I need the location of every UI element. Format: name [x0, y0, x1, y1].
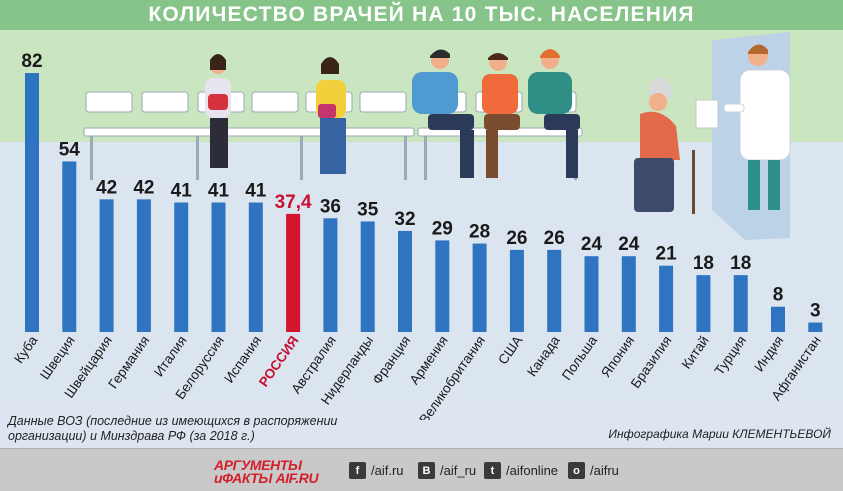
bar-1	[25, 73, 39, 332]
bar-21	[771, 306, 785, 332]
source-note: Данные ВОЗ (последние из имеющихся в рас…	[8, 414, 338, 443]
value-label-21: 8	[773, 285, 784, 306]
logo-line-1: АРГУМЕНТЫ	[214, 457, 302, 473]
doctor	[723, 44, 791, 210]
bar-11	[398, 230, 412, 332]
bar-5	[174, 202, 189, 332]
odnoklassniki-icon: о	[568, 462, 585, 479]
category-label-15: Канада	[524, 333, 563, 379]
social-odnoklassniki[interactable]: о /aifru	[568, 462, 619, 479]
value-label-19: 18	[693, 253, 714, 274]
value-label-13: 28	[469, 222, 490, 243]
bar-17	[621, 256, 636, 332]
category-label-5: Италия	[151, 333, 190, 379]
patient-man-blue	[412, 49, 474, 178]
bar-12	[435, 240, 450, 332]
category-label-13: Великобритания	[416, 333, 488, 420]
category-label-14: США	[495, 333, 525, 367]
value-label-6: 41	[208, 181, 230, 202]
value-label-11: 32	[394, 209, 415, 230]
value-label-15: 26	[544, 228, 565, 249]
patient-woman-yellow	[316, 57, 346, 174]
bar-18	[659, 265, 674, 332]
vk-icon: В	[418, 462, 435, 479]
bar-6	[211, 202, 226, 332]
category-label-2: Швеция	[37, 333, 78, 382]
bar-chart: 82Куба54Швеция42Швейцария42Германия41Ита…	[11, 32, 824, 420]
value-label-18: 21	[656, 244, 678, 265]
bar-19	[696, 275, 711, 332]
social-handle: /aifru	[590, 463, 619, 478]
value-label-12: 29	[432, 218, 453, 239]
social-facebook[interactable]: f /aif.ru	[349, 462, 404, 479]
bar-10	[360, 221, 375, 332]
waiting-room-illustration	[83, 32, 791, 240]
bar-13	[472, 243, 487, 332]
category-label-20: Турция	[712, 333, 750, 378]
bar-20	[733, 275, 748, 332]
bar-3	[99, 199, 114, 332]
category-label-17: Япония	[598, 333, 637, 380]
value-label-2: 54	[59, 139, 81, 160]
value-label-16: 24	[581, 234, 603, 255]
footer-bar: АРГУМЕНТЫ иФАКТЫ AIF.RU f /aif.ru В /aif…	[0, 448, 843, 491]
value-label-14: 26	[506, 228, 527, 249]
social-handle: /aifonline	[506, 463, 559, 478]
value-label-20: 18	[730, 253, 751, 274]
patient-woman-white	[205, 54, 231, 168]
aif-logo[interactable]: АРГУМЕНТЫ иФАКТЫ AIF.RU	[214, 457, 324, 486]
patient-man-orange	[482, 53, 520, 178]
bar-22	[808, 322, 823, 332]
value-label-7: 41	[245, 181, 267, 202]
category-label-16: Польша	[559, 333, 600, 383]
category-label-1: Куба	[11, 333, 41, 366]
value-label-3: 42	[96, 177, 117, 198]
bar-4	[136, 199, 151, 332]
patient-man-teal	[528, 49, 580, 178]
bar-9	[323, 218, 338, 332]
bar-14	[509, 249, 524, 332]
value-label-4: 42	[133, 177, 154, 198]
bar-7	[248, 202, 263, 332]
value-label-5: 41	[171, 181, 193, 202]
elderly-woman	[634, 78, 719, 214]
value-label-10: 35	[357, 199, 379, 220]
bar-8	[286, 213, 301, 332]
value-label-9: 36	[320, 196, 341, 217]
value-label-22: 3	[810, 301, 821, 322]
logo-line-2: иФАКТЫ AIF.RU	[214, 470, 319, 486]
category-label-19: Китай	[679, 333, 712, 372]
twitter-icon: t	[484, 462, 501, 479]
category-label-21: Индия	[751, 333, 786, 374]
bar-15	[547, 249, 562, 332]
bar-16	[584, 256, 599, 332]
value-label-1: 82	[21, 51, 42, 72]
author-credit: Инфографика Марии КЛЕМЕНТЬЕВОЙ	[608, 427, 831, 441]
social-handle: /aif_ru	[440, 463, 477, 478]
social-twitter[interactable]: t /aifonline	[484, 462, 558, 479]
chart-title: КОЛИЧЕСТВО ВРАЧЕЙ НА 10 ТЫС. НАСЕЛЕНИЯ	[148, 3, 695, 26]
social-handle: /aif.ru	[371, 463, 404, 478]
title-bar: КОЛИЧЕСТВО ВРАЧЕЙ НА 10 ТЫС. НАСЕЛЕНИЯ	[0, 0, 843, 30]
bar-2	[62, 161, 77, 332]
value-label-8: 37,4	[275, 192, 312, 213]
social-vk[interactable]: В /aif_ru	[418, 462, 476, 479]
facebook-icon: f	[349, 462, 366, 479]
value-label-17: 24	[618, 234, 640, 255]
